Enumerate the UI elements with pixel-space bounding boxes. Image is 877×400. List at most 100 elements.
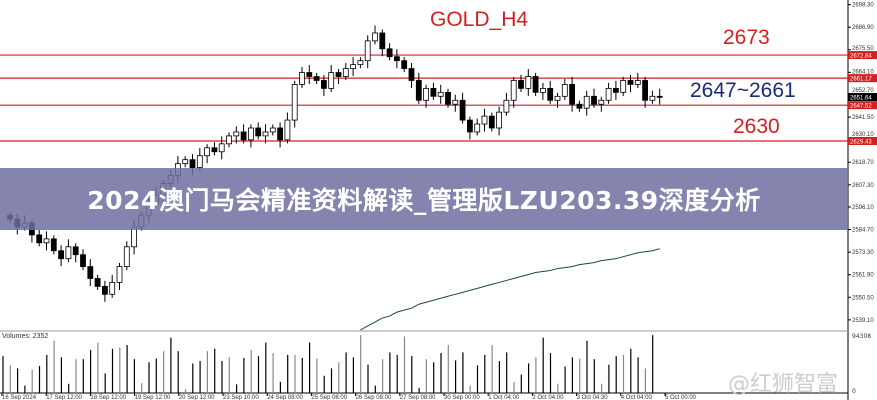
candle-body bbox=[452, 99, 459, 105]
candle-body bbox=[102, 285, 108, 295]
candle-body bbox=[247, 127, 254, 141]
candle-body bbox=[211, 147, 218, 153]
candle-body bbox=[240, 131, 247, 141]
candle-body bbox=[350, 64, 357, 69]
candle-body bbox=[182, 159, 189, 165]
level-label-2630: 2630 bbox=[733, 115, 780, 138]
level-price-tag bbox=[848, 101, 877, 110]
weibo-watermark: @红狮智富 bbox=[728, 372, 839, 397]
candle-body bbox=[642, 80, 648, 101]
candle-body bbox=[277, 127, 284, 141]
x-tick-label: 3 Oct 04:30 bbox=[577, 395, 609, 400]
current-price-tag-text: 2651.64 bbox=[850, 96, 872, 102]
candle-body bbox=[474, 123, 481, 133]
y-tick-label: 2607.30 bbox=[852, 183, 874, 189]
candle-body bbox=[342, 68, 349, 77]
y-tick-label: 2561.90 bbox=[852, 273, 874, 279]
candle-body bbox=[408, 68, 415, 81]
candle-body bbox=[401, 60, 408, 69]
candle-body bbox=[503, 99, 510, 113]
candle-body bbox=[459, 99, 466, 121]
x-tick-label: 17 Sep 12:00 bbox=[46, 395, 82, 400]
candle-body bbox=[496, 111, 503, 129]
current-price-tag bbox=[848, 93, 877, 102]
candle-body bbox=[569, 84, 575, 105]
candle-body bbox=[430, 87, 437, 97]
candle-body bbox=[488, 115, 495, 129]
candle-body bbox=[445, 91, 451, 105]
candle-body bbox=[218, 143, 225, 153]
candle-body bbox=[364, 40, 371, 62]
level-label-range: 2647~2661 bbox=[690, 79, 796, 102]
x-tick-label: 16 Sep 2024 bbox=[2, 395, 37, 400]
moving-average-line bbox=[360, 248, 660, 331]
x-tick-label: 1 Oct 04:00 bbox=[488, 395, 520, 400]
candle-body bbox=[649, 95, 656, 101]
y-tick-label: 2573.30 bbox=[852, 250, 874, 256]
candle-body bbox=[284, 119, 291, 141]
candle-body bbox=[233, 131, 240, 137]
level-price-tag bbox=[848, 74, 877, 83]
level-price-tag-text: 2661.17 bbox=[850, 77, 872, 83]
candle-body bbox=[437, 91, 444, 97]
candle-body bbox=[320, 80, 327, 89]
candle-body bbox=[576, 103, 583, 109]
y-tick-label: 2652.70 bbox=[852, 88, 874, 94]
y-tick-label: 2550.50 bbox=[852, 295, 874, 301]
candle-body bbox=[561, 84, 568, 97]
y-tick-label: 2618.70 bbox=[852, 160, 874, 166]
candle-body bbox=[58, 250, 64, 260]
candle-body bbox=[656, 95, 663, 98]
chart-title: GOLD_H4 bbox=[430, 8, 529, 31]
candle-body bbox=[510, 80, 517, 101]
candle-body bbox=[357, 60, 364, 66]
level-price-tag bbox=[848, 51, 877, 60]
candle-body bbox=[36, 234, 43, 244]
candle-body bbox=[269, 127, 276, 133]
candle-body bbox=[591, 95, 597, 105]
candle-body bbox=[466, 119, 473, 133]
candle-body bbox=[204, 147, 211, 157]
candle-body bbox=[605, 87, 612, 101]
candle-body bbox=[299, 72, 305, 85]
y-tick-label: 2698.30 bbox=[852, 3, 874, 9]
x-tick-label: 2 Oct 04:00 bbox=[532, 395, 564, 400]
candle-body bbox=[540, 87, 546, 93]
candle-body bbox=[43, 238, 50, 244]
candle-body bbox=[328, 72, 335, 89]
x-tick-label: 19 Sep 12:00 bbox=[135, 395, 171, 400]
candle-body bbox=[87, 266, 94, 279]
candle-body bbox=[613, 87, 619, 93]
candle-body bbox=[116, 266, 123, 283]
candle-body bbox=[598, 99, 605, 105]
candle-body bbox=[291, 84, 298, 121]
x-tick-label: 5 Oct 00:00 bbox=[665, 395, 697, 400]
candle-body bbox=[335, 72, 342, 77]
level-price-tag-text: 2629.43 bbox=[850, 140, 872, 146]
candle-body bbox=[255, 127, 262, 137]
candle-body bbox=[94, 278, 101, 287]
headline-text: 2024澳门马会精准资料解读_管理版LZU203.39深度分析 bbox=[87, 186, 761, 215]
candle-body bbox=[196, 155, 203, 168]
y-tick-label: 2584.70 bbox=[852, 228, 874, 234]
candle-body bbox=[50, 238, 57, 252]
candle-body bbox=[306, 72, 313, 77]
candle-body bbox=[415, 80, 422, 101]
level-price-tag-text: 2672.84 bbox=[850, 54, 872, 60]
level-label-2673: 2673 bbox=[723, 26, 770, 49]
volume-label: Volumes: 2352 bbox=[2, 333, 49, 340]
candle-body bbox=[65, 246, 72, 260]
candle-body bbox=[313, 76, 320, 81]
candle-body bbox=[583, 95, 590, 109]
headline-banner: 2024澳门马会精准资料解读_管理版LZU203.39深度分析 bbox=[0, 168, 848, 230]
candle-body bbox=[109, 282, 116, 295]
y-tick-label: 2675.50 bbox=[852, 46, 874, 52]
x-tick-label: 23 Sep 10:00 bbox=[223, 395, 259, 400]
candle-body bbox=[423, 87, 430, 101]
candle-body bbox=[226, 135, 232, 145]
x-tick-label: 26 Sep 08:00 bbox=[356, 395, 392, 400]
level-price-tag bbox=[848, 137, 877, 145]
candle-body bbox=[393, 56, 400, 62]
candle-body bbox=[532, 76, 539, 93]
